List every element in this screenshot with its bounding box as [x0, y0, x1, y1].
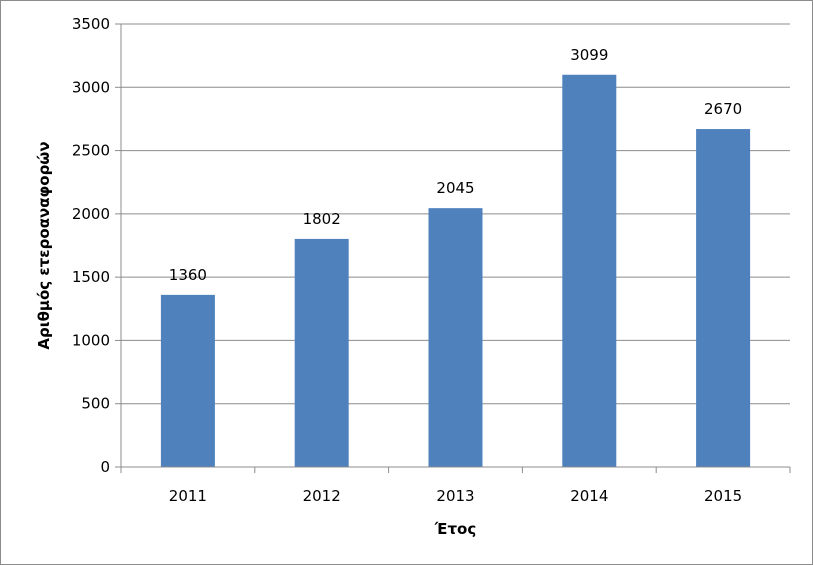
y-tick-label: 500 [81, 395, 110, 413]
y-tick-labels: 0 500 1000 1500 2000 2500 3000 3500 [72, 15, 110, 476]
x-tick-labels: 2011 2012 2013 2014 2015 [169, 487, 742, 505]
data-label: 3099 [570, 46, 608, 64]
x-tick-label: 2011 [169, 487, 207, 505]
data-label: 1802 [303, 210, 341, 228]
bar-2011 [160, 294, 215, 467]
bars [160, 74, 751, 468]
y-axis-title: Αριθμός ετεροαναφορών [35, 141, 53, 349]
bar-2015 [696, 129, 751, 467]
y-tick-label: 2500 [72, 142, 110, 160]
bar-2014 [562, 74, 617, 468]
y-tick-label: 0 [100, 458, 110, 476]
x-tick-label: 2015 [704, 487, 742, 505]
axes [115, 23, 791, 473]
bar-2012 [294, 238, 349, 467]
y-tick-label: 3000 [72, 78, 110, 96]
x-axis-title: Έτος [434, 520, 476, 538]
y-tick-label: 1500 [72, 268, 110, 286]
data-labels: 1360 1802 2045 3099 2670 [169, 46, 742, 284]
y-tick-label: 2000 [72, 205, 110, 223]
data-label: 2045 [436, 179, 474, 197]
y-tick-label: 3500 [72, 15, 110, 33]
x-tick-label: 2012 [303, 487, 341, 505]
bar-2013 [428, 208, 483, 467]
data-label: 2670 [704, 100, 742, 118]
x-tick-label: 2013 [436, 487, 474, 505]
gridlines [121, 23, 790, 405]
x-tick-label: 2014 [570, 487, 608, 505]
y-tick-label: 1000 [72, 331, 110, 349]
data-label: 1360 [169, 266, 207, 284]
